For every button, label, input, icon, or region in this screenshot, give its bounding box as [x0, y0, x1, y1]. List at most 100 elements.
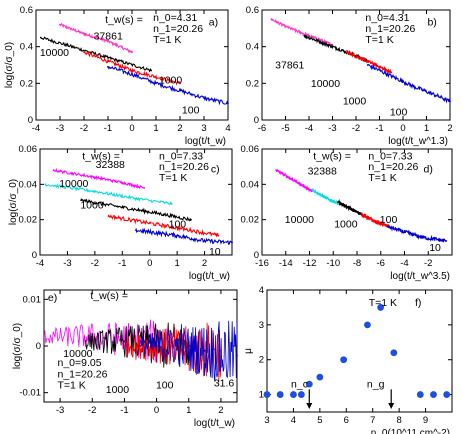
annotation-text: n_1=20.26 [159, 161, 209, 173]
data-point [297, 391, 305, 398]
series-10000 [310, 187, 339, 205]
x-tick-label: -1 [120, 405, 128, 416]
data-point [416, 391, 424, 398]
annotation-text: n_1=20.26 [153, 23, 203, 35]
data-point [121, 181, 124, 184]
y-tick-label: 0 [254, 250, 259, 261]
data-point [340, 356, 348, 364]
data-point [445, 239, 447, 242]
annotation-text: t_w(s) = [82, 151, 120, 163]
x-tick-label: -2 [424, 258, 432, 269]
annotation-text: t_w(s) = [105, 14, 143, 26]
data-point [326, 197, 329, 200]
data-point [139, 345, 142, 347]
data-point [162, 213, 165, 216]
y-tick-label: 0.02 [19, 215, 38, 226]
x-tick-label: 8 [396, 415, 401, 426]
data-point [284, 25, 287, 28]
x-tick-label: -1 [375, 123, 383, 134]
series-100 [366, 63, 451, 104]
series-label: 1000 [80, 199, 104, 211]
annotation-text: T=1 K [368, 172, 396, 184]
panel-label: e) [48, 292, 57, 304]
y-tick-label: 0 [32, 250, 37, 261]
data-point [179, 82, 181, 85]
y-tick-label: 0.06 [19, 144, 38, 155]
data-point [303, 34, 306, 37]
annotation-text: n_0=4.31 [153, 12, 197, 24]
data-point [135, 197, 137, 200]
x-tick-label: -2 [352, 123, 360, 134]
x-tick-label: 1 [424, 123, 429, 134]
x-tick-label: 4 [225, 123, 230, 134]
series-label: 10000 [59, 178, 88, 190]
x-tick-label: 0 [147, 258, 152, 269]
x-tick-label: 1 [174, 258, 179, 269]
data-point [390, 75, 393, 77]
chart-panel-a [35, 9, 229, 121]
data-point [93, 190, 96, 193]
chart-panel-c [39, 148, 233, 256]
x-tick-label: -5 [281, 123, 289, 134]
x-tick-label: 1 [186, 405, 191, 416]
x-tick-label: 2 [218, 405, 223, 416]
series-label: 1000 [159, 75, 183, 87]
data-point [236, 354, 238, 357]
data-point [107, 60, 109, 63]
series-10 [386, 224, 447, 243]
data-point [337, 201, 339, 203]
chart-panel-f [263, 289, 453, 413]
x-tick-label: -2 [91, 258, 99, 269]
y-tick-label: 0.2 [20, 78, 33, 89]
data-point [203, 239, 206, 242]
y-tick-label: 0 [36, 341, 41, 352]
data-point [121, 206, 124, 209]
series-label: 100 [380, 214, 398, 226]
y-tick-label: 0.06 [241, 144, 260, 155]
series-label: 31.6 [214, 377, 235, 389]
series-trace [346, 49, 392, 74]
series-label: 10 [429, 242, 441, 254]
data-point [217, 234, 220, 237]
y-tick-label: 0.04 [241, 179, 260, 190]
data-point [310, 188, 313, 191]
data-point [449, 100, 451, 103]
series-32388 [275, 168, 313, 193]
y-tick-label: 4 [259, 285, 264, 296]
y-tick-label: 0.01 [23, 294, 42, 305]
data-point [364, 321, 371, 329]
y-tick-label: -0.01 [19, 388, 41, 399]
data-point [107, 56, 109, 59]
x-tick-label: -8 [353, 258, 361, 269]
data-point [413, 86, 416, 88]
data-point [148, 222, 151, 225]
data-point [305, 380, 313, 388]
x-tick-label: 3 [264, 415, 269, 426]
data-point [316, 373, 324, 381]
y-tick-label: 0.02 [241, 215, 260, 226]
x-tick-label: -12 [303, 258, 317, 269]
x-tick-label: 2 [447, 123, 452, 134]
data-point [171, 345, 174, 347]
y-axis-label: log(σ/σ_0) [8, 179, 19, 225]
y-axis-label: log(σ/σ_0) [12, 323, 23, 369]
series-label: 32388 [308, 165, 337, 177]
arrow-head [388, 403, 395, 409]
data-point [39, 36, 42, 39]
data-point [203, 349, 206, 352]
data-point [403, 231, 406, 233]
series-37861 [59, 22, 133, 54]
data-point [366, 60, 369, 63]
data-point [71, 45, 73, 48]
x-tick-label: 6 [344, 415, 349, 426]
chart-panel-b [261, 9, 451, 121]
x-tick-label: -4 [36, 258, 44, 269]
data-point [143, 186, 146, 189]
plot-frame [266, 289, 453, 413]
x-tick-label: -1 [118, 258, 126, 269]
series-trace [270, 18, 334, 48]
annotation-text: T=1 K [58, 380, 86, 392]
data-point [131, 69, 133, 72]
data-point [107, 40, 109, 43]
data-point [59, 23, 61, 26]
